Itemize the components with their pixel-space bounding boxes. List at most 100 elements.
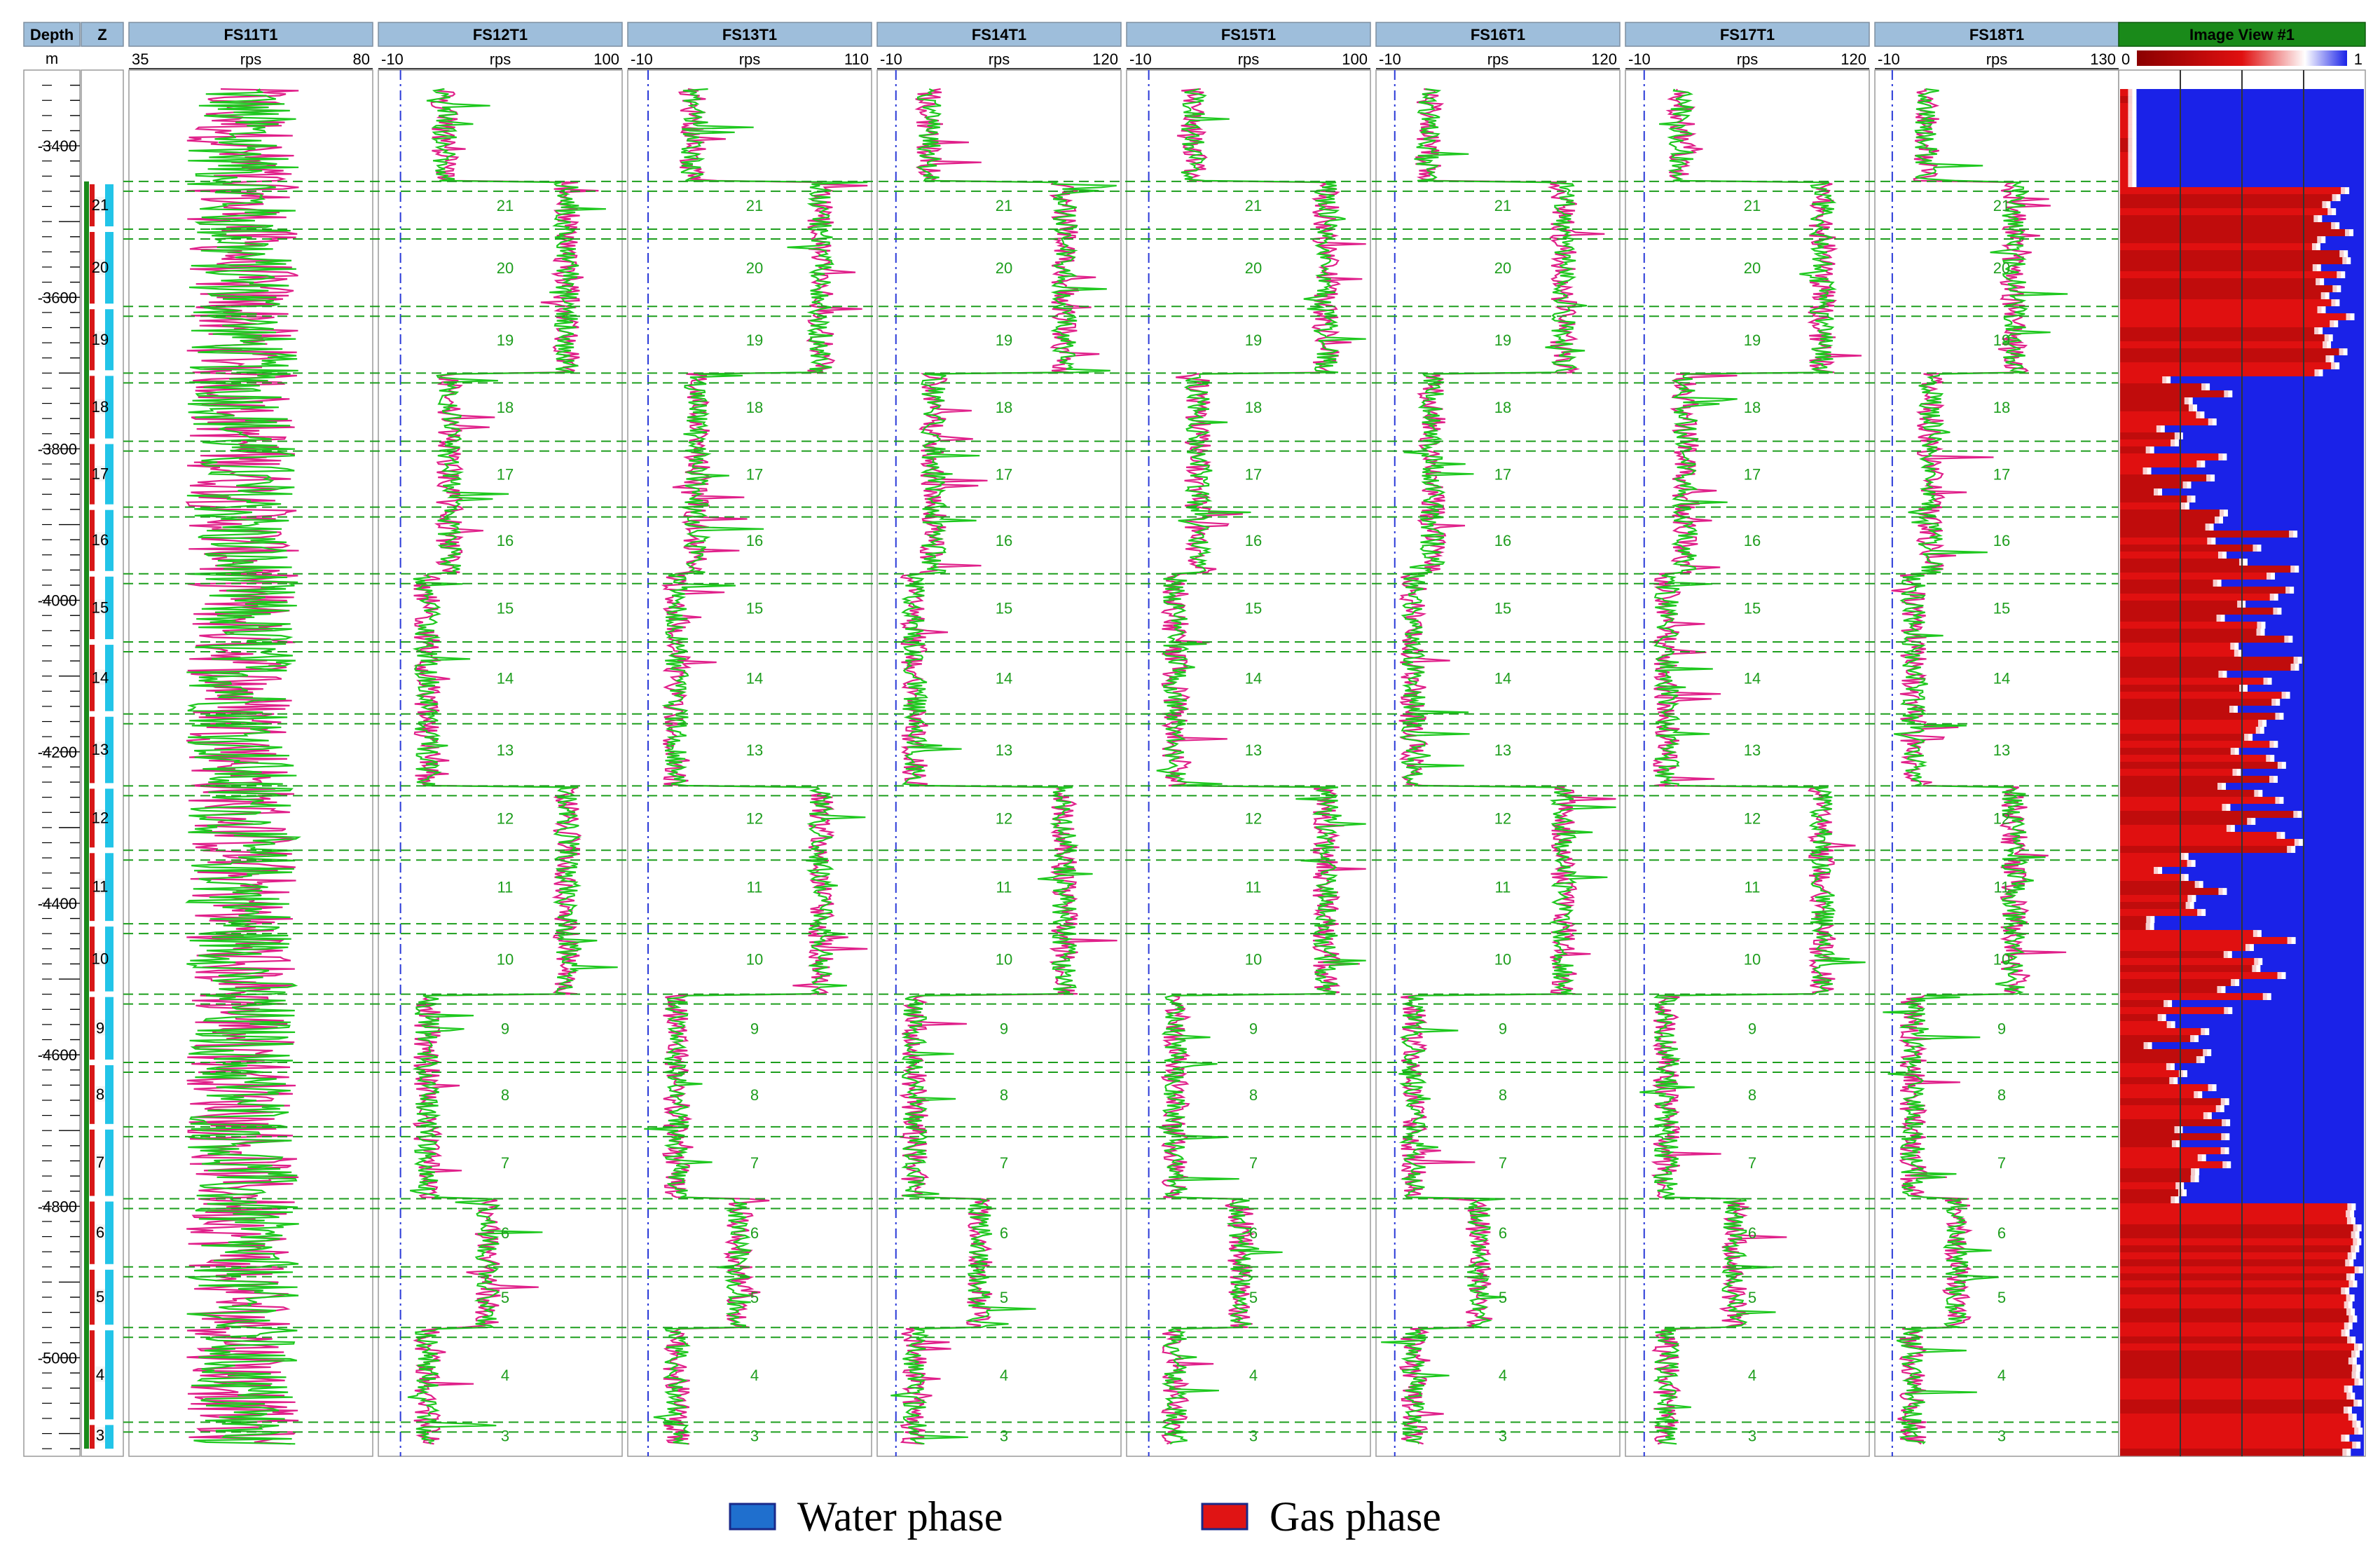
image-gas-band <box>2120 313 2351 321</box>
image-water-band <box>2357 1280 2364 1288</box>
image-water-band <box>2136 173 2364 181</box>
image-water-band <box>2136 124 2364 132</box>
image-gas-band <box>2120 362 2336 370</box>
track-scale-max: 100 <box>1342 50 1368 68</box>
track-zone-label: 4 <box>1748 1367 1756 1384</box>
image-gas-band <box>2120 734 2249 741</box>
zone-label-bg <box>95 950 105 966</box>
image-gas-band <box>2120 201 2327 209</box>
image-transition <box>2351 1350 2360 1358</box>
image-transition <box>2277 762 2286 769</box>
image-gas-band <box>2120 208 2332 216</box>
track-scale-unit: rps <box>490 50 511 68</box>
image-transition <box>2166 1063 2175 1071</box>
image-water-band <box>2194 902 2364 910</box>
zone-track-label: 8 <box>96 1086 104 1103</box>
image-gas-band <box>2120 1336 2352 1344</box>
image-water-band <box>2262 790 2364 798</box>
image-gas-band <box>2120 643 2235 650</box>
track-scale-max: 80 <box>353 50 370 68</box>
image-water-band <box>2221 580 2364 587</box>
image-transition <box>2245 944 2254 952</box>
track-zone-label: 19 <box>1744 331 1761 349</box>
image-water-band <box>2348 250 2364 258</box>
image-water-band <box>2280 699 2364 706</box>
image-water-band <box>2334 355 2364 363</box>
track-zone-label: 18 <box>1744 399 1761 416</box>
image-water-band <box>2360 1442 2364 1449</box>
track-zone-label: 4 <box>750 1367 759 1384</box>
depth-track: -3400 -3600 -3800 -4000 -4200 -4400 -4600 -4800… <box>23 69 81 1457</box>
track-zone-label: 15 <box>1245 599 1262 617</box>
image-gas-band <box>2120 425 2161 433</box>
image-water-band <box>2359 1231 2364 1239</box>
image-gas-band <box>2120 229 2350 237</box>
zone-label-bg <box>95 1224 105 1240</box>
zone-track-label: 3 <box>96 1426 104 1444</box>
image-water-band <box>2239 979 2364 987</box>
image-gas-band <box>2120 1140 2176 1148</box>
track-scale-min: -10 <box>1129 50 1152 68</box>
zone-bar-gap <box>90 847 95 854</box>
track-header-box <box>128 22 373 47</box>
track-header-box <box>1625 22 1870 47</box>
image-gas-band <box>2120 1133 2226 1141</box>
curve-green <box>644 88 868 1445</box>
image-water-band <box>2186 1189 2364 1197</box>
track-zone-label: 15 <box>1993 599 2010 617</box>
image-gas-band <box>2120 1189 2182 1197</box>
image-gas-band <box>2120 671 2223 678</box>
image-transition <box>2185 902 2194 910</box>
image-gas-band <box>2120 327 2319 335</box>
image-transition <box>2231 979 2240 987</box>
image-transition <box>2331 362 2340 370</box>
image-water-band <box>2339 222 2364 230</box>
track-zone-label: 17 <box>1494 466 1511 484</box>
track-bodies <box>128 69 2119 1457</box>
image-gas-band <box>2120 355 2330 363</box>
image-water-band <box>2261 545 2364 552</box>
image-water-band <box>2199 1175 2364 1183</box>
zone-bar-gap <box>105 178 114 184</box>
image-water-band <box>2297 531 2364 538</box>
zone-bar-cyan <box>105 181 114 1449</box>
image-gas-band <box>2120 930 2257 938</box>
image-gas-band <box>2120 1245 2355 1253</box>
image-transition <box>2217 986 2226 994</box>
zone-bar-gap <box>90 570 95 577</box>
image-water-band <box>2281 608 2364 615</box>
zone-label-bg <box>95 532 105 548</box>
track-zone-label: 17 <box>1245 466 1262 484</box>
track-zone-label: 12 <box>1494 809 1511 827</box>
zone-bar-gap <box>90 921 95 927</box>
image-gas-band <box>2120 264 2317 272</box>
image-transition <box>2162 376 2171 384</box>
image-water-band <box>2352 1385 2364 1393</box>
zone-bar-gap <box>90 303 95 310</box>
zone-bar-gap <box>105 711 114 717</box>
image-transition <box>2196 411 2205 419</box>
track-scale-min: -10 <box>1379 50 1401 68</box>
image-water-band <box>2151 467 2364 475</box>
track-zone-label: 6 <box>750 1224 759 1242</box>
image-transition <box>2252 930 2262 938</box>
image-gas-band <box>2120 888 2223 896</box>
image-transition <box>2346 1210 2355 1218</box>
depth-tick-label: -4200 <box>38 744 77 761</box>
image-water-band <box>2351 257 2364 265</box>
image-water-band <box>2355 1203 2364 1211</box>
image-gas-band <box>2120 1407 2348 1414</box>
image-gas-band <box>2120 502 2185 510</box>
image-transition <box>2224 390 2233 398</box>
image-transition <box>2344 1301 2353 1309</box>
track-zone-label: 9 <box>1499 1020 1507 1037</box>
image-water-band <box>2174 1063 2364 1071</box>
track-zone-label: 8 <box>1249 1086 1258 1104</box>
image-transition <box>2269 776 2278 784</box>
image-water-band <box>2339 299 2364 307</box>
track-scale-unit: rps <box>1737 50 1759 68</box>
image-gas-band <box>2120 173 2133 181</box>
image-gas-band <box>2120 762 2282 769</box>
image-gas-band <box>2120 1294 2351 1302</box>
curve-magenta <box>661 88 868 1445</box>
